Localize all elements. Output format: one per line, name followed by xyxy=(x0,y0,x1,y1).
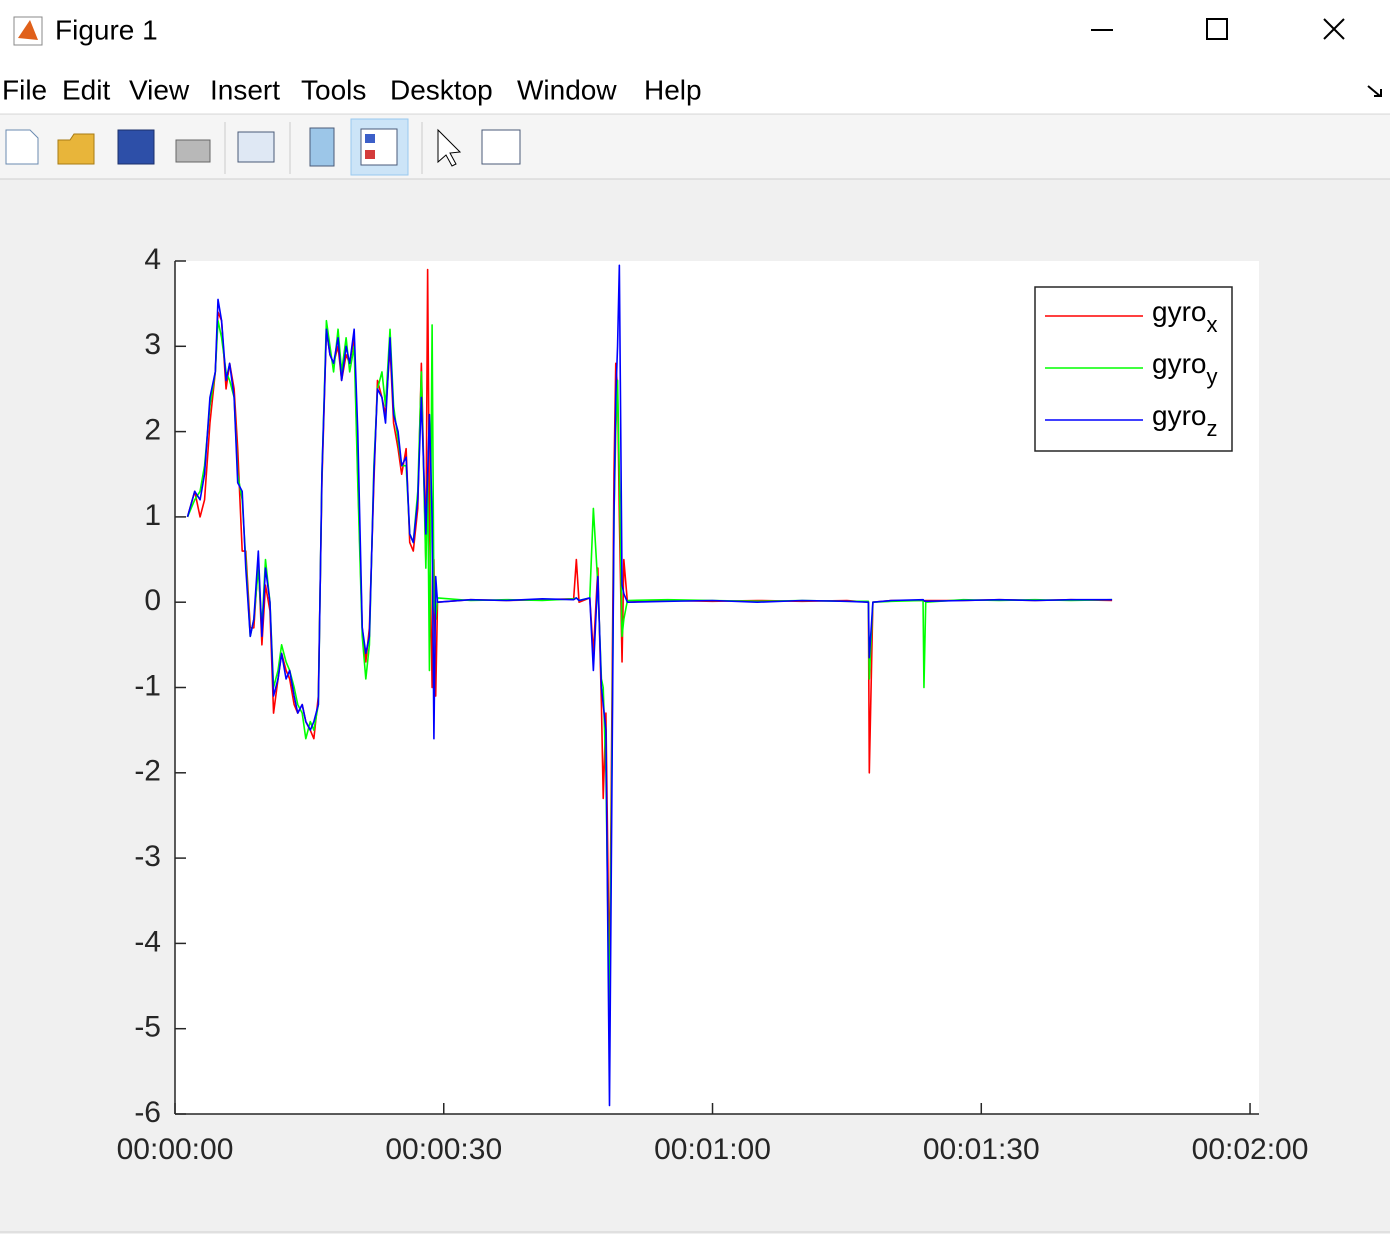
x-tick-label: 00:00:00 xyxy=(117,1133,234,1166)
y-tick-label: -1 xyxy=(134,669,161,702)
legend-icon-swatch xyxy=(365,150,375,159)
legend-label: gyroz xyxy=(1152,400,1217,440)
menu-item[interactable]: View xyxy=(129,74,190,105)
y-tick-label: 4 xyxy=(144,243,161,276)
y-tick-label: 3 xyxy=(144,328,161,361)
icon-frame xyxy=(13,16,43,46)
legend-label: gyroy xyxy=(1152,348,1217,388)
maximize-button[interactable] xyxy=(1206,18,1228,40)
menu-item[interactable]: Insert xyxy=(210,74,280,105)
app-icon xyxy=(13,16,43,46)
toolbar xyxy=(0,115,1390,179)
y-tick-label: 1 xyxy=(144,499,161,532)
icon-shape xyxy=(18,20,38,40)
y-tick-label: -6 xyxy=(134,1096,161,1129)
menu-bar: File Edit View Insert Tools Desktop Window Help xyxy=(2,74,702,105)
x-tick-label: 00:01:30 xyxy=(923,1133,1040,1166)
x-tick-label: 00:01:00 xyxy=(654,1133,771,1166)
menu-item[interactable]: Edit xyxy=(62,74,110,105)
window-title: Figure 1 xyxy=(55,14,158,45)
y-tick-label: -5 xyxy=(134,1011,161,1044)
link-button[interactable] xyxy=(237,131,275,163)
colorbar-button[interactable] xyxy=(309,127,335,167)
series-line xyxy=(186,264,1113,1107)
y-tick-label: -4 xyxy=(134,925,161,958)
legend-icon-swatch xyxy=(365,134,375,143)
y-tick-label: -3 xyxy=(134,840,161,873)
chart: -6 -5 -4 -3 -2 -1 0 1 2 3 4 00:00:00 00:00:30 00:01:0… xyxy=(117,243,1309,1166)
title-menu-background xyxy=(0,0,1390,114)
y-tick-label: 0 xyxy=(144,584,161,617)
menu-item[interactable]: File xyxy=(2,74,47,105)
menu-item[interactable]: Window xyxy=(517,74,617,105)
property-button[interactable] xyxy=(481,129,521,165)
y-tick-label: -2 xyxy=(134,755,161,788)
open-button[interactable] xyxy=(57,133,95,165)
print-button[interactable] xyxy=(175,139,211,163)
menu-item[interactable]: Help xyxy=(644,74,702,105)
y-tick-label: 2 xyxy=(144,414,161,447)
x-tick-label: 00:00:30 xyxy=(385,1133,502,1166)
legend-box xyxy=(1034,286,1233,452)
x-tick-label: 00:02:00 xyxy=(1192,1133,1309,1166)
menu-item[interactable]: Desktop xyxy=(390,74,493,105)
menu-item[interactable]: Tools xyxy=(301,74,366,105)
legend-label: gyrox xyxy=(1152,296,1217,336)
toolbar-buttons xyxy=(5,118,521,176)
pointer-button[interactable] xyxy=(437,128,462,167)
save-button[interactable] xyxy=(117,129,155,165)
close-button[interactable] xyxy=(1323,18,1345,40)
new-button[interactable] xyxy=(5,129,39,165)
dock-arrow[interactable] xyxy=(1367,85,1382,97)
